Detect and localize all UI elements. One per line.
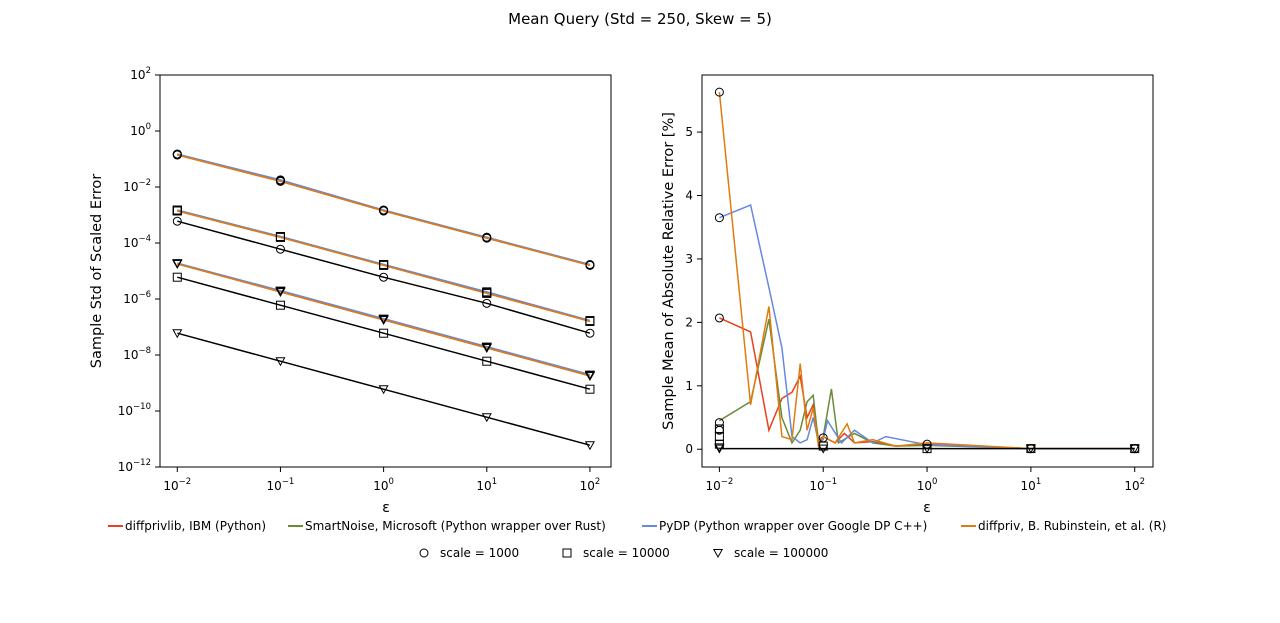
left-series-line-12 — [177, 262, 591, 376]
left-circle-marker — [172, 216, 182, 226]
left-triangle-marker — [275, 357, 286, 367]
left-x-tick-label: 102 — [580, 477, 601, 493]
left-triangle-marker — [275, 286, 286, 296]
left-y-tick-label: 10−2 — [123, 178, 151, 194]
left-series-line-14 — [177, 332, 591, 446]
legend-library-label: diffpriv, B. Rubinstein, et al. (R) — [978, 519, 1166, 533]
left-y-axis-label: Sample Std of Scaled Error — [89, 174, 105, 368]
right-triangle-marker — [818, 444, 829, 454]
left-square-marker — [585, 384, 595, 394]
left-x-tick-label: 10−2 — [163, 477, 191, 493]
left-series-line-8 — [177, 210, 591, 323]
right-circle-marker — [714, 313, 724, 323]
left-triangle-marker — [172, 329, 183, 339]
legend-square-marker — [562, 548, 572, 558]
right-y-tick-label: 1 — [685, 379, 693, 393]
left-square-marker — [585, 316, 595, 326]
right-circle-marker — [714, 213, 724, 223]
left-triangle-marker — [584, 370, 595, 380]
left-circle-marker — [275, 176, 285, 186]
right-x-tick-label: 101 — [1021, 477, 1042, 493]
right-x-tick-label: 10−1 — [809, 477, 837, 493]
left-y-tick-label: 102 — [130, 66, 151, 82]
left-square-marker — [172, 272, 182, 282]
left-y-tick-label: 10−8 — [123, 346, 151, 362]
legend-circle-marker — [419, 548, 429, 558]
left-y-tick-label: 10−6 — [123, 290, 151, 306]
left-square-marker — [379, 328, 389, 338]
legend-scale-label: scale = 10000 — [583, 546, 670, 560]
legend-scale-label: scale = 100000 — [734, 546, 828, 560]
right-circle-marker — [714, 87, 724, 97]
right-plot-frame — [701, 74, 1154, 468]
right-triangle-marker — [1025, 444, 1036, 454]
left-square-marker — [482, 288, 492, 298]
left-plot-frame — [159, 74, 612, 468]
right-triangle-marker — [1129, 444, 1140, 454]
left-triangle-marker — [378, 385, 389, 395]
legend: diffprivlib, IBM (Python) SmartNoise, Mic… — [108, 519, 1166, 560]
right-chart-panel: ε Sample Mean of Absolute Relative Error… — [661, 74, 1154, 516]
left-y-tick-label: 10−10 — [118, 402, 151, 418]
left-triangle-marker — [172, 259, 183, 269]
left-series-line-3 — [177, 154, 591, 267]
left-triangle-marker — [378, 315, 389, 325]
left-x-tick-label: 10−1 — [267, 477, 295, 493]
left-series-line-7 — [177, 209, 591, 322]
right-y-tick-label: 4 — [685, 189, 693, 203]
right-series-line-3 — [718, 92, 1135, 450]
left-y-tick-label: 100 — [130, 122, 151, 138]
left-square-marker — [275, 232, 285, 242]
right-y-tick-label: 0 — [685, 442, 693, 456]
legend-library-label: SmartNoise, Microsoft (Python wrapper ov… — [305, 519, 606, 533]
right-y-tick-label: 5 — [685, 125, 693, 139]
left-x-tick-label: 100 — [373, 477, 394, 493]
left-circle-marker — [275, 244, 285, 254]
left-circle-marker — [482, 233, 492, 243]
right-x-axis-label: ε — [923, 500, 931, 516]
right-triangle-marker — [714, 444, 725, 454]
right-y-axis-label: Sample Mean of Absolute Relative Error [… — [661, 112, 677, 430]
legend-triangle-marker — [712, 549, 724, 559]
left-triangle-marker — [584, 441, 595, 451]
right-triangle-marker — [922, 444, 933, 454]
left-triangle-marker — [584, 371, 595, 381]
left-triangle-marker — [481, 342, 492, 352]
left-triangle-marker — [378, 314, 389, 324]
left-chart-panel: ε Sample Std of Scaled Error 10−2 10−1 100… — [89, 66, 612, 516]
right-y-tick-label: 3 — [685, 252, 693, 266]
left-circle-marker — [585, 260, 595, 270]
left-circle-marker — [379, 206, 389, 216]
left-square-marker — [275, 300, 285, 310]
right-x-tick-label: 10−2 — [705, 477, 733, 493]
right-triangle-marker — [714, 443, 725, 453]
left-triangle-marker — [275, 287, 286, 297]
legend-library-label: PyDP (Python wrapper over Google DP C++) — [659, 519, 927, 533]
left-square-marker — [482, 356, 492, 366]
left-circle-marker — [585, 328, 595, 338]
legend-library-label: diffprivlib, IBM (Python) — [125, 519, 266, 533]
left-series-line-13 — [177, 263, 591, 377]
left-triangle-marker — [481, 413, 492, 423]
right-x-tick-label: 102 — [1124, 477, 1145, 493]
right-x-tick-label: 100 — [917, 477, 938, 493]
right-y-tick-label: 2 — [685, 315, 693, 329]
left-x-tick-label: 101 — [476, 477, 497, 493]
left-triangle-marker — [481, 343, 492, 353]
left-circle-marker — [482, 298, 492, 308]
left-circle-marker — [172, 150, 182, 160]
left-square-marker — [172, 206, 182, 216]
left-circle-marker — [379, 272, 389, 282]
left-y-tick-label: 10−12 — [118, 458, 151, 474]
legend-scale-label: scale = 1000 — [440, 546, 519, 560]
left-series-line-2 — [177, 153, 591, 266]
left-series-line-9 — [177, 276, 591, 390]
left-y-tick-label: 10−4 — [123, 234, 151, 250]
left-series-line-4 — [177, 220, 591, 334]
left-x-axis-label: ε — [382, 500, 390, 516]
left-square-marker — [379, 260, 389, 270]
figure-title: Mean Query (Std = 250, Skew = 5) — [508, 10, 772, 28]
